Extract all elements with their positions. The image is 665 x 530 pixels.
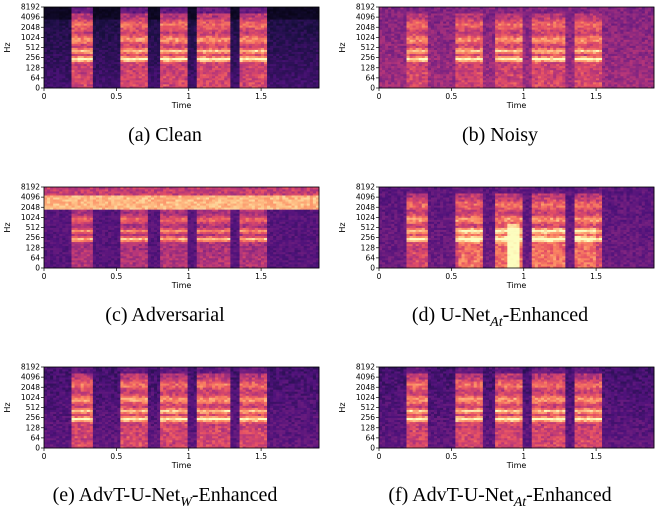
y-tick-label: 256: [26, 53, 41, 62]
spectrogram-cells: [44, 7, 319, 88]
y-tick-label: 1024: [21, 33, 40, 42]
caption-text: (a) Clean: [128, 124, 202, 146]
x-tick-label: 1.5: [255, 92, 267, 101]
x-tick-label: 1: [186, 92, 191, 101]
y-axis-label: Hz: [3, 42, 12, 52]
x-axis-label: Time: [171, 101, 192, 110]
spectrogram-cells: [379, 7, 654, 88]
y-tick-label: 2048: [21, 23, 40, 32]
y-tick-label: 64: [30, 73, 40, 82]
x-tick-label: 0.5: [110, 92, 122, 101]
y-tick-label: 128: [26, 63, 41, 72]
y-tick-label: 4096: [21, 13, 40, 22]
y-tick-label: 8192: [21, 3, 40, 12]
y-tick-label: 512: [26, 43, 41, 52]
x-tick-label: 0: [42, 92, 47, 101]
y-tick-label: 0: [35, 84, 40, 93]
caption-clean: (a) Clean: [0, 124, 330, 151]
